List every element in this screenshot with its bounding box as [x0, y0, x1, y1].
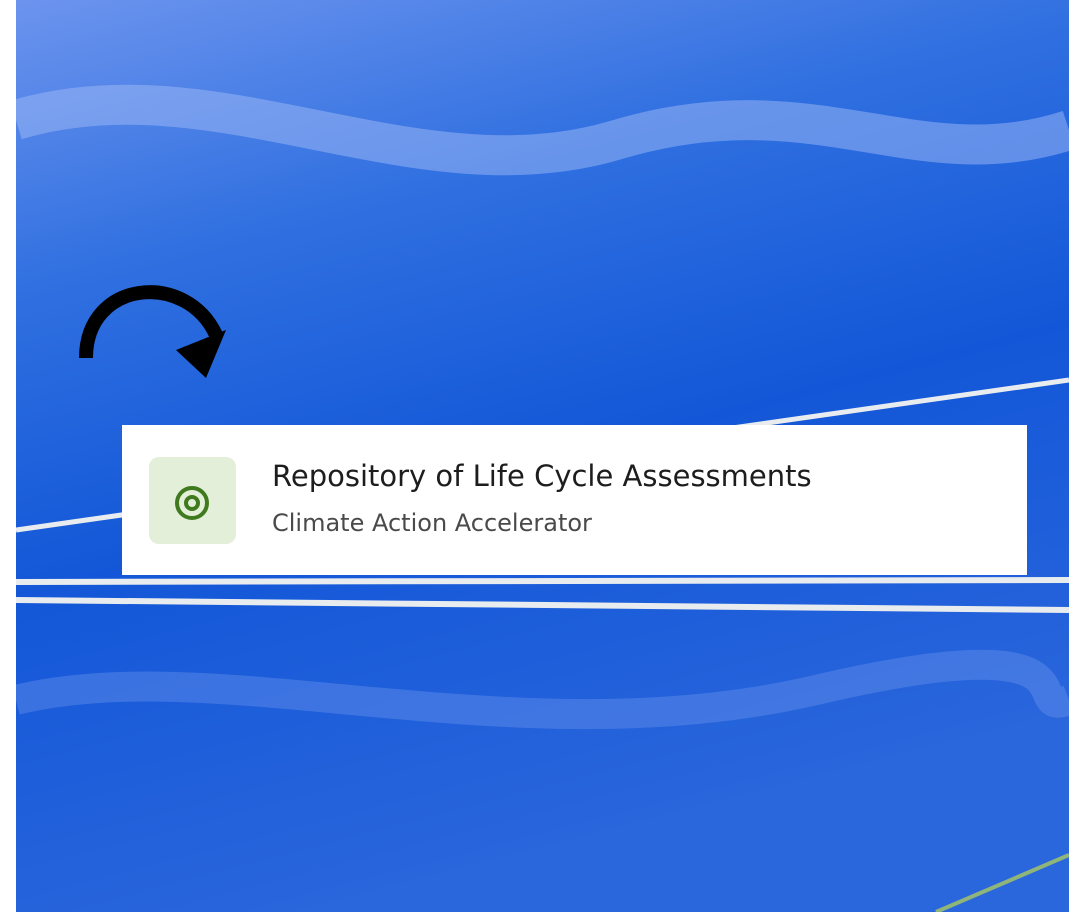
target-icon [175, 486, 209, 520]
card-title: Repository of Life Cycle Assessments [272, 459, 812, 493]
result-card[interactable]: Repository of Life Cycle Assessments Cli… [122, 425, 1027, 575]
card-icon [149, 457, 236, 544]
card-subtitle: Climate Action Accelerator [272, 509, 592, 537]
